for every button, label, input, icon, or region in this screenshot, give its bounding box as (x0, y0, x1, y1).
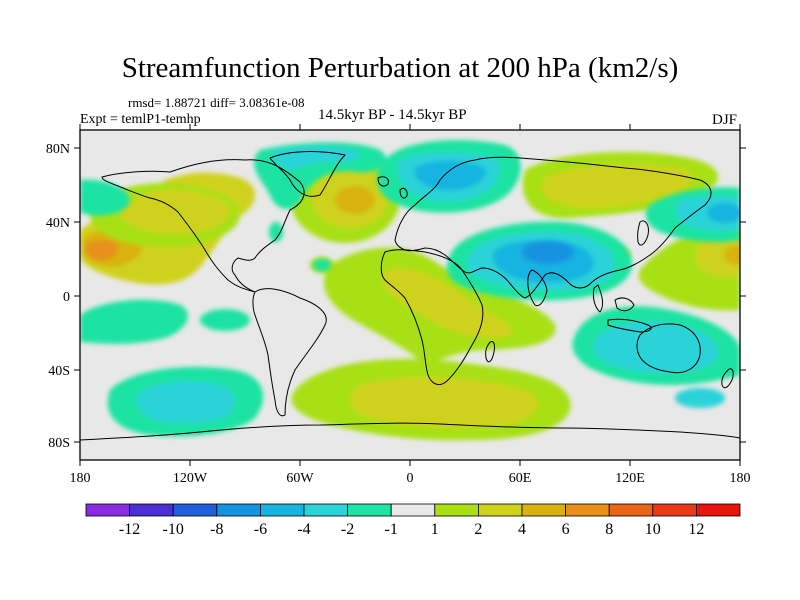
contour-positive-eastpacific-core (724, 245, 740, 265)
contour-negative-small3 (675, 388, 725, 408)
colorbar-label: 2 (474, 521, 482, 538)
colorbar-swatch (259, 503, 305, 517)
contour-negative-small1 (313, 259, 331, 271)
plot-title: Streamfunction Perturbation at 200 hPa (… (121, 52, 679, 84)
lon-tick-label: 120E (615, 471, 645, 486)
contour-positive-africa-inner (383, 268, 512, 338)
lat-tick-label: 80S (48, 436, 70, 451)
latitude-axis: 80N 40N 0 40S 80S (46, 142, 746, 451)
contour-negative-northwest (80, 179, 131, 216)
contour-negative-asia-core (522, 240, 574, 264)
colorbar-swatch (172, 503, 218, 517)
colorbar-label: 1 (431, 521, 439, 538)
lat-tick-label: 0 (63, 290, 70, 305)
colorbar-swatch (390, 503, 436, 517)
colorbar-label: 8 (605, 521, 613, 538)
stats-label: rmsd= 1.88721 diff= 3.08361e-08 (128, 95, 305, 110)
contour-positive-atlantic-core (335, 186, 375, 214)
lat-tick-label: 40S (48, 364, 70, 379)
colorbar-label: -12 (119, 521, 140, 538)
colorbar-label: -6 (254, 521, 267, 538)
lat-tick-label: 40N (46, 216, 70, 231)
colorbar-swatch (434, 503, 479, 517)
colorbar-label: -4 (297, 521, 310, 538)
contour-negative-southamerica (200, 309, 250, 331)
colorbar-swatch (347, 503, 392, 517)
lon-tick-label: 60W (286, 471, 314, 486)
colorbar-swatch (696, 503, 741, 517)
colorbar-label: 12 (688, 521, 704, 538)
colorbar-swatch (303, 503, 348, 517)
coastlines (80, 151, 740, 441)
lon-tick-label: 0 (407, 471, 414, 486)
colorbar-swatch (477, 503, 523, 517)
contour-negative-europe-core (414, 160, 486, 191)
colorbar-swatch (521, 503, 566, 517)
lat-tick-label: 80N (46, 142, 70, 157)
period-label: 14.5kyr BP - 14.5kyr BP (318, 107, 467, 123)
colorbar-label: 4 (518, 521, 526, 538)
contour-negative-eastpacific (80, 299, 188, 344)
lon-tick-label: 180 (730, 471, 751, 486)
colorbar-label: -10 (163, 521, 184, 538)
contour-fields (80, 140, 740, 441)
contour-negative-southpacific-inner (136, 380, 235, 424)
colorbar: -12 -10 -8 -6 -4 -2 -1 1 2 4 6 8 10 12 (85, 503, 741, 538)
lon-tick-label: 60E (509, 471, 532, 486)
colorbar-label: 6 (562, 521, 570, 538)
colorbar-swatch (608, 503, 654, 517)
contour-positive-southern-inner (349, 376, 539, 428)
contour-max-pacific (85, 239, 119, 261)
contour-positive-eastpacific-inner (695, 233, 740, 277)
colorbar-swatch (652, 503, 697, 517)
contour-negative-small2 (269, 222, 283, 242)
colorbar-swatch (129, 503, 174, 517)
colorbar-label: -2 (341, 521, 354, 538)
colorbar-swatch (565, 503, 610, 517)
contour-positive-eurasia-inner (541, 164, 692, 208)
lon-tick-label: 120W (173, 471, 208, 486)
longitude-axis: 180 120W 60W 0 60E 120E 180 (70, 124, 751, 486)
colorbar-label: -1 (385, 521, 398, 538)
expt-label: Expt = temlP1-temhp (80, 112, 201, 127)
colorbar-swatch (216, 503, 261, 517)
season-label: DJF (712, 112, 738, 128)
lon-tick-label: 180 (70, 471, 91, 486)
colorbar-swatch (85, 503, 130, 517)
contour-positive-canada2 (120, 190, 230, 234)
colorbar-label: -8 (210, 521, 223, 538)
contour-negative-westpacific-inner (593, 321, 719, 374)
contour-negative-northeast-core (707, 203, 740, 223)
colorbar-label: 10 (645, 521, 661, 538)
